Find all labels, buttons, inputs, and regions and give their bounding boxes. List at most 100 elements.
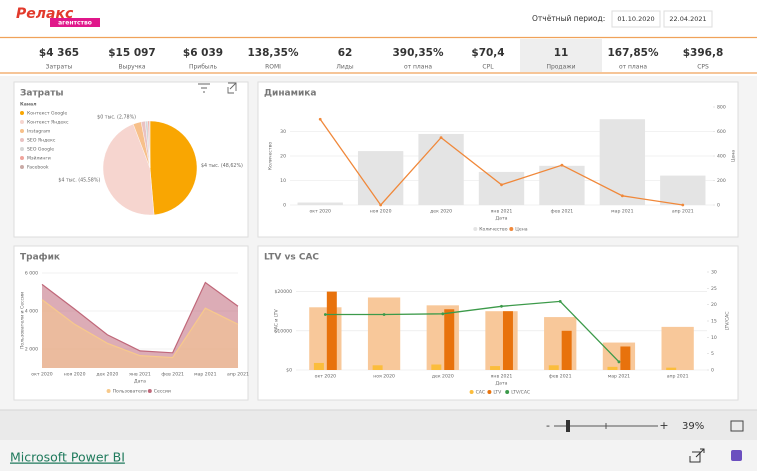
x-tick-label: дек 2020: [432, 374, 454, 380]
y2-tick-label: 600: [717, 129, 726, 135]
bar: [548, 365, 559, 370]
bar: [313, 362, 324, 370]
kpi-label: CPS: [697, 64, 709, 71]
chart-title: Затраты: [20, 89, 64, 99]
kpi-value: 138,35%: [247, 47, 299, 59]
y-tick-label: $10000: [274, 328, 292, 334]
bar: [660, 175, 706, 205]
line-point: [681, 203, 685, 207]
kpi-label: Лиды: [336, 64, 354, 71]
period-start-box[interactable]: [611, 10, 661, 28]
legend-marker: [147, 389, 152, 393]
share-icon[interactable]: [689, 448, 705, 463]
period-end[interactable]: 22.04.2021: [669, 15, 706, 23]
legend-label: Количество: [479, 227, 507, 233]
legend-label: Пользователи: [113, 389, 147, 395]
x-tick-label: окт 2020: [310, 209, 331, 215]
zoom-thumb[interactable]: [566, 420, 570, 432]
y2-tick-label: 30: [711, 270, 717, 276]
logo-text: Релакс: [16, 6, 74, 22]
kpi-label: ROMI: [265, 64, 281, 71]
bar: [502, 311, 513, 370]
kpi-value: 390,35%: [392, 47, 444, 59]
x-tick-label: апр 2021: [672, 209, 694, 215]
y2-axis-title: Цена: [731, 150, 737, 162]
bar: [357, 151, 404, 205]
filter-icon[interactable]: [198, 83, 210, 93]
kpi-label: Продажи: [546, 64, 575, 71]
legend-label: Instagram: [27, 129, 51, 135]
y-tick-label: 30: [280, 129, 286, 135]
kpi-value: $396,8: [683, 47, 724, 59]
bar: [490, 366, 501, 370]
line-point: [617, 360, 621, 364]
x-tick-label: ноя 2020: [64, 372, 86, 378]
y-axis-title: CAC и LTV: [274, 309, 280, 333]
x-axis-title: Дата: [496, 216, 508, 222]
legend-marker: [20, 147, 24, 151]
line-point: [441, 312, 445, 316]
x-tick-label: янв 2021: [491, 374, 513, 380]
area: [42, 299, 238, 368]
kpi-highlight: [520, 39, 602, 72]
y2-tick-label: 0: [711, 368, 714, 374]
line-point: [318, 117, 322, 121]
bar: [599, 119, 646, 205]
kpi-label: Выручка: [118, 64, 145, 71]
legend-marker: [20, 129, 24, 133]
x-tick-label: фев 2021: [161, 372, 184, 378]
x-tick-label: ноя 2020: [373, 374, 395, 380]
footer: [0, 440, 757, 471]
y-tick-label: 20: [280, 154, 286, 160]
visual-icons[interactable]: [198, 82, 237, 94]
y2-axis-title: LTV/CAC: [725, 312, 731, 331]
power-bi-link[interactable]: Microsoft Power BI: [10, 450, 125, 465]
legend-marker: [473, 227, 478, 231]
line-point: [323, 313, 327, 316]
x-tick-label: фев 2021: [549, 374, 572, 380]
y2-tick-label: 400: [717, 154, 726, 160]
chart-title: Динамика: [264, 89, 316, 99]
x-tick-label: апр 2021: [227, 372, 249, 378]
zoom-out[interactable]: -: [546, 419, 550, 432]
y-tick-label: $0: [286, 368, 292, 374]
logo-tagline: агентство: [58, 20, 92, 27]
legend-label: Цена: [515, 227, 527, 233]
chart-title: LTV vs CAC: [264, 253, 319, 263]
bar: [297, 202, 343, 205]
x-tick-label: янв 2021: [491, 209, 513, 215]
y2-tick-label: 25: [711, 286, 717, 292]
data-label: $0 тыс. (2,78%): [97, 115, 136, 121]
y-tick-label: 2 000: [25, 347, 38, 353]
bar: [431, 364, 442, 370]
bar: [620, 346, 631, 370]
legend-label: SEO Google: [27, 147, 54, 153]
legend-title: Канал: [20, 102, 37, 108]
fullscreen-icon[interactable]: [731, 450, 742, 461]
y2-tick-label: 20: [711, 302, 717, 308]
legend-label: CAC: [476, 390, 485, 396]
x-axis-title: Дата: [496, 381, 508, 387]
bar: [418, 133, 464, 205]
focus-icon[interactable]: [227, 82, 237, 94]
fit-page-icon[interactable]: [730, 420, 744, 432]
line-point: [379, 203, 383, 207]
pie-slice: [149, 120, 151, 169]
bar: [372, 365, 383, 370]
legend-marker: [20, 111, 24, 115]
line-point: [620, 194, 624, 198]
period-start[interactable]: 01.10.2020: [617, 15, 654, 23]
bar: [367, 297, 401, 370]
y2-tick-label: 800: [717, 105, 726, 111]
logo: Релакс агентство: [14, 4, 102, 32]
area-line: [41, 281, 239, 354]
kpi-label: Прибыль: [189, 64, 217, 71]
line-point: [558, 300, 562, 303]
x-tick-label: ноя 2020: [370, 209, 392, 215]
zoom-in[interactable]: +: [659, 419, 668, 432]
kpi-value: 11: [554, 47, 569, 59]
x-tick-label: мар 2021: [608, 374, 630, 380]
x-tick-label: окт 2020: [315, 374, 336, 380]
x-axis-title: Дата: [134, 379, 146, 385]
period-end-box[interactable]: [663, 10, 713, 28]
